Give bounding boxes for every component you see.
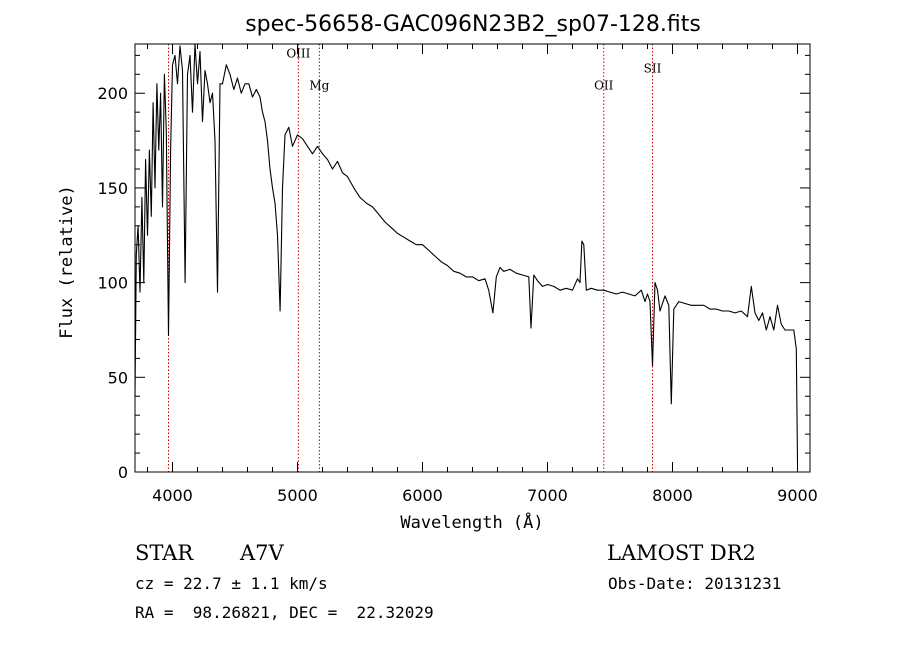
spectral-line-label-2: Mg <box>309 78 329 92</box>
redshift-readout: cz = 22.7 ± 1.1 km/s <box>135 574 328 593</box>
plot-frame <box>134 43 811 473</box>
spectral-subclass: A7V <box>240 541 284 565</box>
x-tick-label-5: 9000 <box>777 486 818 505</box>
object-class: STAR <box>135 541 194 565</box>
y-tick-label-4: 200 <box>97 84 128 103</box>
spectral-line-label-3: OII <box>594 78 614 92</box>
x-tick-label-3: 7000 <box>527 486 568 505</box>
spectrum-series-line <box>134 43 799 463</box>
y-tick-label-3: 150 <box>97 179 128 198</box>
x-tick-label-1: 5000 <box>277 486 318 505</box>
x-axis-label: Wavelength (Å) <box>400 511 543 533</box>
y-axis-label: Flux (relative) <box>57 185 77 339</box>
observation-date: Obs-Date: 20131231 <box>608 574 782 593</box>
x-tick-label-0: 4000 <box>152 486 193 505</box>
x-tick-label-4: 8000 <box>652 486 693 505</box>
coordinates-readout: RA = 98.26821, DEC = 22.32029 <box>135 603 434 622</box>
y-tick-label-2: 100 <box>97 274 128 293</box>
chart-title: spec-56658-GAC096N23B2_sp07-128.fits <box>245 12 701 37</box>
spectral-line-label-1: OIII <box>286 46 310 60</box>
spectral-line-label-4: SII <box>644 61 662 75</box>
x-tick-label-2: 6000 <box>402 486 443 505</box>
y-tick-label-1: 50 <box>108 368 128 387</box>
y-tick-label-0: 0 <box>118 463 128 482</box>
survey-name: LAMOST DR2 <box>607 541 756 565</box>
